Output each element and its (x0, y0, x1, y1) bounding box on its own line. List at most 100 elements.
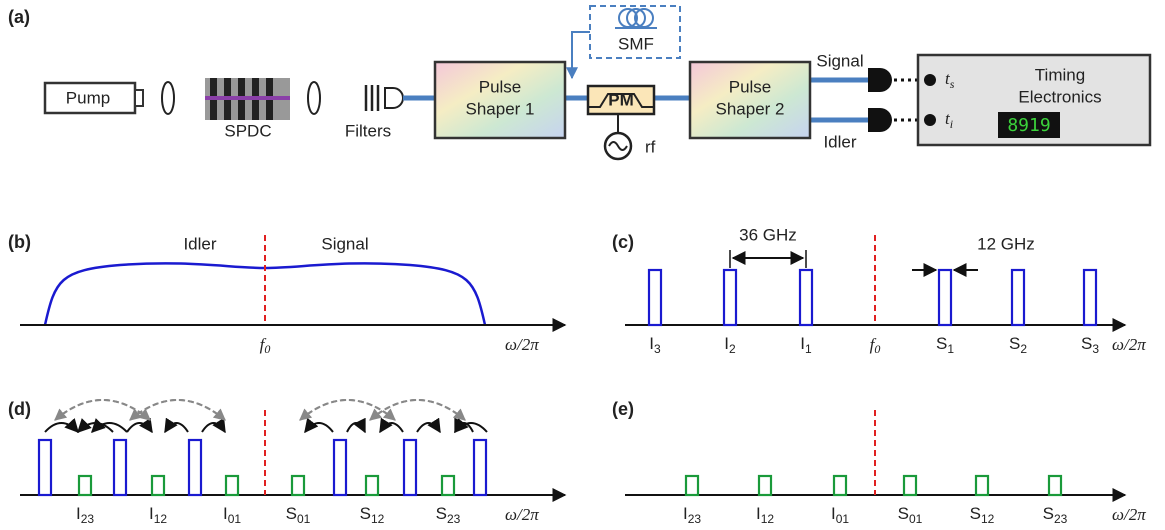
frequency-bin (334, 440, 346, 495)
frequency-bin (1084, 270, 1096, 325)
frequency-bin (939, 270, 951, 325)
frequency-bin (834, 476, 846, 495)
panel-label: (b) (8, 232, 31, 252)
pump-label: Pump (66, 88, 110, 107)
detector (868, 68, 892, 92)
frequency-bin (976, 476, 988, 495)
transition-arrow (127, 423, 152, 432)
panel-label: (a) (8, 7, 30, 27)
frequency-bin (474, 440, 486, 495)
frequency-bin (226, 476, 238, 495)
transition-arrow (130, 400, 225, 420)
bin-label-sub: 23 (688, 512, 702, 526)
signal-label: Signal (321, 234, 368, 253)
bin-label: S2 (1009, 334, 1027, 356)
bin-label-main: S (436, 504, 447, 523)
frequency-bin (649, 270, 661, 325)
f0-label: f0 (260, 335, 271, 356)
coupler (385, 88, 403, 108)
frequency-bin (114, 440, 126, 495)
frequency-bin (442, 476, 454, 495)
bin-label-sub: 01 (836, 512, 850, 526)
bin-label: I2 (724, 334, 736, 356)
bin-label-sub: 23 (81, 512, 95, 526)
transition-arrow (45, 423, 78, 432)
bin-label-sub: 1 (947, 342, 954, 356)
transition-arrow (370, 400, 465, 420)
transition-arrow (300, 400, 395, 420)
smf-arrow (572, 32, 590, 78)
bin-label-sub: 01 (909, 512, 923, 526)
spdc-crystal (205, 78, 290, 120)
frequency-bin (189, 440, 201, 495)
frequency-bin (724, 270, 736, 325)
bin-label-sub: 2 (1020, 342, 1027, 356)
bin-label-sub: 2 (729, 342, 736, 356)
bin-label: S12 (360, 504, 385, 526)
bin-label: I01 (223, 504, 241, 526)
axis-label: ω/2π (1112, 505, 1146, 524)
frequency-bin (152, 476, 164, 495)
frequency-bin (404, 440, 416, 495)
axis-label: ω/2π (505, 505, 539, 524)
spdc-label: SPDC (224, 121, 271, 140)
transition-arrow (55, 400, 150, 420)
bin-label-sub: 1 (805, 342, 812, 356)
transition-arrow (417, 423, 440, 432)
bin-label-sub: 23 (447, 512, 461, 526)
pm-label: PM (608, 90, 634, 109)
transition-arrow (380, 423, 403, 432)
frequency-bin (292, 476, 304, 495)
bin-label: I01 (831, 504, 849, 526)
transition-arrow (202, 423, 225, 432)
frequency-bin (686, 476, 698, 495)
input-port (924, 74, 936, 86)
figure: (a) Pump SPDC Filters Pulse Shaper 1 PM … (0, 0, 1165, 530)
bin-label-sub: 3 (654, 342, 661, 356)
bin-label-sub: 12 (154, 512, 168, 526)
bin-label-sub: 23 (1054, 512, 1068, 526)
shaper-label: Shaper 2 (716, 99, 785, 118)
transition-arrow (55, 400, 150, 420)
bin-label-sub: 01 (297, 512, 311, 526)
bin-label: S3 (1081, 334, 1099, 356)
width-label: 12 GHz (977, 234, 1035, 253)
bin-label: I23 (683, 504, 701, 526)
signal-label: Signal (816, 51, 863, 70)
bin-label-main: S (360, 504, 371, 523)
bin-label-main: S (1081, 334, 1092, 353)
timing-label: Timing (1035, 65, 1085, 84)
idler-label: Idler (823, 132, 856, 151)
panel-label: (d) (8, 399, 31, 419)
bin-label-sub: 12 (371, 512, 385, 526)
smf-coil (615, 9, 657, 28)
filters-label: Filters (345, 121, 391, 140)
frequency-bin (759, 476, 771, 495)
transition-arrow (130, 400, 225, 420)
bin-label: I1 (800, 334, 812, 356)
spacing-label: 36 GHz (739, 225, 797, 244)
bin-label: I12 (149, 504, 167, 526)
bin-label-main: S (286, 504, 297, 523)
transition-arrow (370, 400, 465, 420)
bin-label: S1 (936, 334, 954, 356)
bin-label-main: S (1009, 334, 1020, 353)
input-port (924, 114, 936, 126)
timing-label: Electronics (1018, 87, 1101, 106)
bin-label: S01 (898, 504, 923, 526)
transition-arrow (300, 400, 395, 420)
rf-label: rf (645, 137, 656, 156)
pump-port (135, 90, 143, 106)
bin-label: S12 (970, 504, 995, 526)
axis-label: ω/2π (1112, 335, 1146, 354)
bin-label-main: S (898, 504, 909, 523)
frequency-bin (79, 476, 91, 495)
bin-label: S23 (436, 504, 461, 526)
bin-label-main: S (970, 504, 981, 523)
f0-label: f0 (870, 335, 881, 356)
shaper-label: Pulse (479, 77, 522, 96)
frequency-bin (800, 270, 812, 325)
bin-label-sub: 12 (981, 512, 995, 526)
panel-label: (e) (612, 399, 634, 419)
transition-arrow (347, 423, 365, 432)
